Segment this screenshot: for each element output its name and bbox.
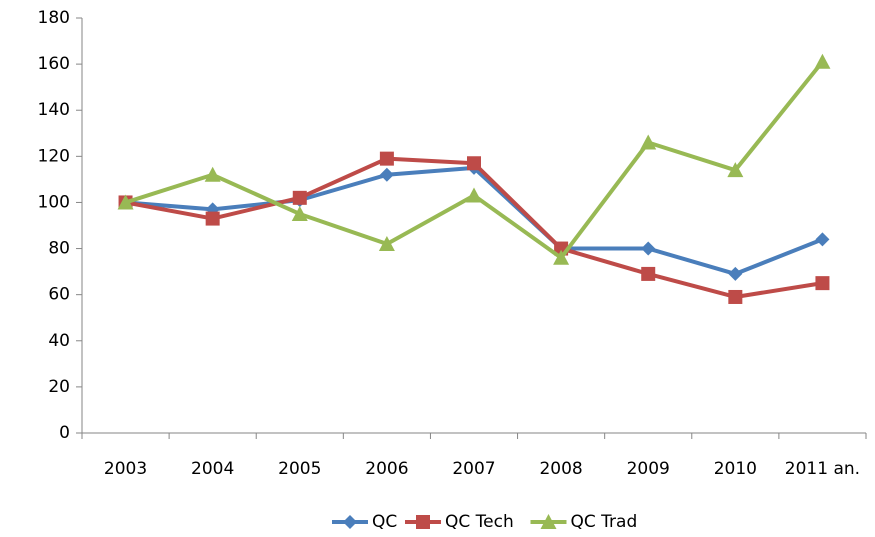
y-tick-label: 0 bbox=[59, 423, 70, 443]
data-point bbox=[378, 235, 395, 251]
x-tick-label: 2007 bbox=[452, 459, 495, 479]
legend-label: QC Tech bbox=[445, 512, 514, 532]
x-tick-label: 2008 bbox=[539, 459, 582, 479]
y-tick-label: 20 bbox=[48, 377, 70, 397]
y-tick-label: 40 bbox=[48, 331, 70, 351]
data-point bbox=[379, 151, 394, 166]
data-point bbox=[379, 167, 394, 182]
data-point bbox=[466, 187, 482, 203]
data-point bbox=[641, 266, 656, 281]
data-point bbox=[815, 276, 830, 291]
data-point bbox=[204, 166, 221, 182]
data-point bbox=[640, 134, 657, 150]
x-tick-label: 2004 bbox=[191, 459, 234, 479]
data-point bbox=[814, 53, 831, 69]
x-tick-label: 2006 bbox=[365, 459, 408, 479]
y-tick-label: 60 bbox=[48, 285, 70, 305]
legend-marker bbox=[343, 515, 357, 529]
x-tick-label: 2003 bbox=[104, 459, 147, 479]
data-point bbox=[728, 289, 743, 304]
x-tick-label: 2009 bbox=[627, 459, 670, 479]
data-point bbox=[641, 241, 656, 256]
data-point bbox=[292, 190, 307, 205]
legend-label: QC bbox=[372, 512, 397, 532]
data-point bbox=[467, 156, 481, 171]
data-point bbox=[205, 211, 220, 226]
data-point bbox=[291, 205, 308, 221]
y-tick-label: 80 bbox=[48, 239, 70, 259]
legend-marker bbox=[540, 514, 557, 529]
data-point bbox=[728, 266, 743, 281]
legend-marker bbox=[416, 515, 430, 529]
data-point bbox=[727, 162, 744, 178]
y-tick-label: 160 bbox=[38, 54, 70, 74]
data-point bbox=[815, 232, 830, 247]
series-line bbox=[125, 156, 823, 299]
y-tick-label: 120 bbox=[38, 146, 70, 166]
y-tick-label: 100 bbox=[38, 192, 70, 212]
data-point bbox=[117, 194, 134, 210]
x-tick-label: 2005 bbox=[278, 459, 321, 479]
legend-label: QC Trad bbox=[571, 512, 638, 532]
y-tick-label: 180 bbox=[38, 8, 70, 28]
data-point bbox=[553, 249, 570, 265]
y-tick-label: 140 bbox=[38, 100, 70, 120]
x-tick-label: 2011 an. bbox=[785, 459, 860, 479]
x-tick-label: 2010 bbox=[714, 459, 757, 479]
